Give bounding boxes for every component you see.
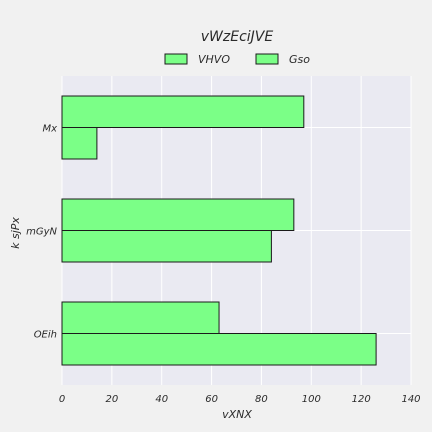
x-tick-label: 100: [302, 394, 321, 405]
x-tick-label: 40: [155, 394, 168, 405]
legend-label-series-0: VHVO: [198, 53, 230, 66]
y-tick-label: Mx: [42, 124, 57, 135]
legend-swatch-series-1: [255, 53, 279, 65]
x-tick-label: 120: [352, 394, 371, 405]
y-axis-ticks: Mx mGyN OEih: [26, 124, 57, 341]
x-axis-label: vXNX: [222, 408, 252, 421]
bar-Gso-mGyN: [61, 230, 272, 263]
legend-label-series-1: Gso: [289, 53, 310, 66]
bar-VHVO-Mx: [61, 95, 305, 128]
x-axis-ticks: 0 20 40 60 80 100 120 140: [59, 394, 421, 405]
legend: VHVO Gso: [164, 53, 310, 66]
x-tick-label: 80: [255, 394, 268, 405]
bar-VHVO-mGyN: [61, 198, 295, 231]
x-tick-label: 0: [59, 394, 65, 405]
x-tick-label: 20: [105, 394, 118, 405]
x-tick-label: 60: [205, 394, 218, 405]
chart-title: vWzEciJVE: [201, 29, 274, 45]
bars: [61, 95, 377, 366]
y-tick-label: mGyN: [26, 227, 57, 238]
y-axis-label: k sjPx: [9, 217, 22, 249]
y-tick-label: OEih: [34, 330, 57, 341]
bar-VHVO-OEih: [61, 301, 220, 334]
bar-Gso-Mx: [61, 127, 98, 160]
bar-Gso-OEih: [61, 333, 377, 366]
x-tick-label: 140: [401, 394, 420, 405]
legend-swatch-series-0: [164, 53, 188, 65]
